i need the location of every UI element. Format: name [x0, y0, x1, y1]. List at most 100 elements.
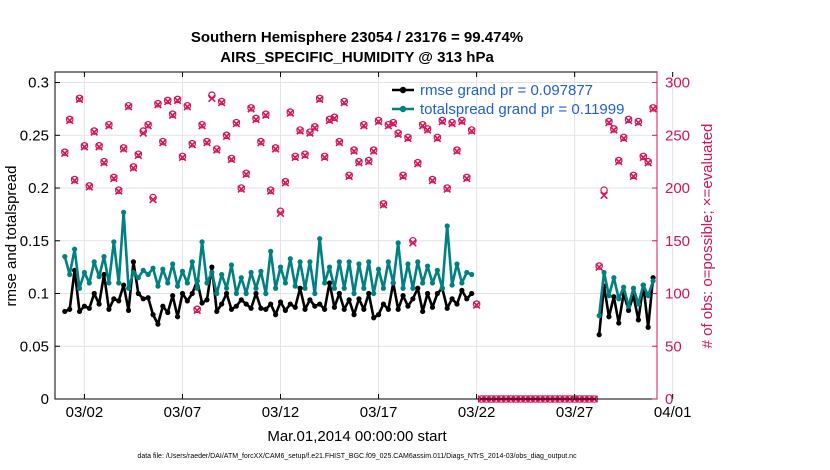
obs-layer — [60, 91, 657, 403]
obs-evaluated-point — [428, 176, 437, 185]
rmse-point — [263, 306, 269, 312]
obs-evaluated-point — [75, 95, 84, 104]
obs-possible-point — [423, 125, 432, 133]
obs-evaluated-point — [163, 97, 172, 106]
totalspread-point — [410, 285, 416, 291]
totalspread-point — [395, 240, 401, 246]
obs-possible-point — [379, 200, 388, 208]
totalspread-point — [640, 282, 646, 288]
y-right-tick-label: 250 — [665, 127, 690, 144]
obs-possible-point — [159, 137, 167, 146]
obs-evaluated-point — [359, 121, 368, 130]
totalspread-point — [189, 259, 195, 265]
obs-possible-point — [644, 157, 652, 166]
y-right-tick-label: 300 — [665, 75, 690, 92]
totalspread-point — [434, 267, 440, 273]
obs-evaluated-point — [384, 121, 393, 130]
rmse-point — [434, 290, 440, 297]
obs-possible-point — [595, 262, 603, 270]
rmse-point — [415, 285, 421, 291]
y-left-tick-label: 0.05 — [20, 338, 49, 355]
y-axis-left: 0 0.05 0.1 0.15 0.2 0.25 0.3 — [20, 75, 60, 408]
rmse-point — [371, 315, 377, 321]
rmse-point — [405, 303, 411, 309]
y-right-tick-label: 200 — [665, 180, 690, 197]
rmse-point — [253, 290, 259, 297]
obs-possible-point — [266, 186, 275, 194]
obs-possible-point — [639, 152, 648, 161]
obs-possible-point — [399, 171, 407, 180]
obs-possible-point — [438, 116, 447, 125]
obs-possible-point — [281, 177, 290, 186]
obs-possible-point — [144, 120, 152, 129]
obs-possible-point — [252, 114, 260, 123]
obs-possible-point — [364, 156, 373, 165]
totalspread-point — [606, 293, 612, 299]
totalspread-point — [630, 285, 637, 291]
totalspread-point — [380, 285, 387, 291]
legend-rmse-label: rmse grand pr = 0.097877 — [420, 82, 593, 99]
rmse-point — [130, 259, 137, 265]
obs-evaluated-point — [178, 153, 187, 162]
obs-possible-point — [105, 120, 113, 129]
rmse-point — [331, 304, 338, 310]
obs-evaluated-point — [600, 191, 608, 200]
obs-possible-point — [286, 108, 295, 116]
totalspread-point — [341, 285, 347, 291]
obs-evaluated-point — [203, 138, 211, 147]
obs-evaluated-point — [237, 185, 246, 193]
totalspread-point — [375, 266, 382, 272]
rmse-point — [165, 309, 171, 316]
totalspread-point — [223, 285, 230, 291]
obs-possible-point — [70, 175, 79, 184]
rmse-point — [223, 290, 230, 297]
obs-evaluated-point — [124, 102, 133, 111]
rmse-point — [454, 301, 460, 307]
obs-possible-point — [350, 146, 358, 154]
obs-evaluated-point — [114, 187, 123, 196]
obs-possible-point — [320, 152, 329, 161]
obs-evaluated-point — [619, 134, 628, 143]
obs-possible-point — [634, 117, 643, 126]
rmse-point — [292, 304, 298, 310]
obs-evaluated-point — [154, 100, 162, 109]
obs-possible-point — [629, 171, 638, 180]
obs-evaluated-point — [119, 145, 128, 153]
obs-evaluated-point — [394, 130, 403, 139]
totalspread-point — [209, 269, 215, 276]
totalspread-point — [635, 301, 641, 307]
rmse-point — [459, 287, 465, 293]
totalspread-point — [194, 285, 200, 291]
obs-evaluated-point — [325, 116, 334, 125]
obs-possible-point — [222, 131, 231, 140]
obs-possible-point — [301, 150, 309, 159]
rmse-point — [302, 306, 308, 312]
obs-possible-point — [188, 139, 197, 148]
obs-evaluated-point — [217, 98, 226, 107]
obs-possible-point — [462, 173, 471, 182]
obs-evaluated-point — [355, 158, 363, 167]
rmse-point — [317, 301, 323, 307]
totalspread-point — [331, 285, 338, 291]
totalspread-point — [263, 290, 269, 297]
obs-evaluated-point — [90, 128, 99, 136]
x-axis: 03/02 03/07 03/12 03/17 03/22 03/27 04/01 — [66, 72, 691, 421]
rmse-point — [214, 308, 220, 315]
rmse-point — [135, 290, 141, 297]
totalspread-point — [72, 246, 78, 252]
rmse-point — [596, 332, 602, 338]
totalspread-point — [81, 269, 88, 276]
obs-evaluated-point — [80, 143, 89, 151]
obs-evaluated-point — [413, 159, 422, 168]
rmse-point — [424, 290, 431, 297]
footer-data-file: data file: /Users/raeder/DAI/ATM_forcXX/… — [137, 453, 577, 460]
obs-evaluated-point — [443, 185, 452, 193]
rmse-point — [380, 301, 387, 307]
obs-possible-point — [95, 142, 103, 150]
obs-evaluated-point — [208, 94, 216, 103]
obs-evaluated-point — [95, 143, 103, 151]
obs-evaluated-point — [242, 170, 251, 179]
rmse-point — [464, 296, 470, 302]
y-right-tick-label: 0 — [665, 391, 673, 408]
rmse-point — [140, 296, 146, 302]
